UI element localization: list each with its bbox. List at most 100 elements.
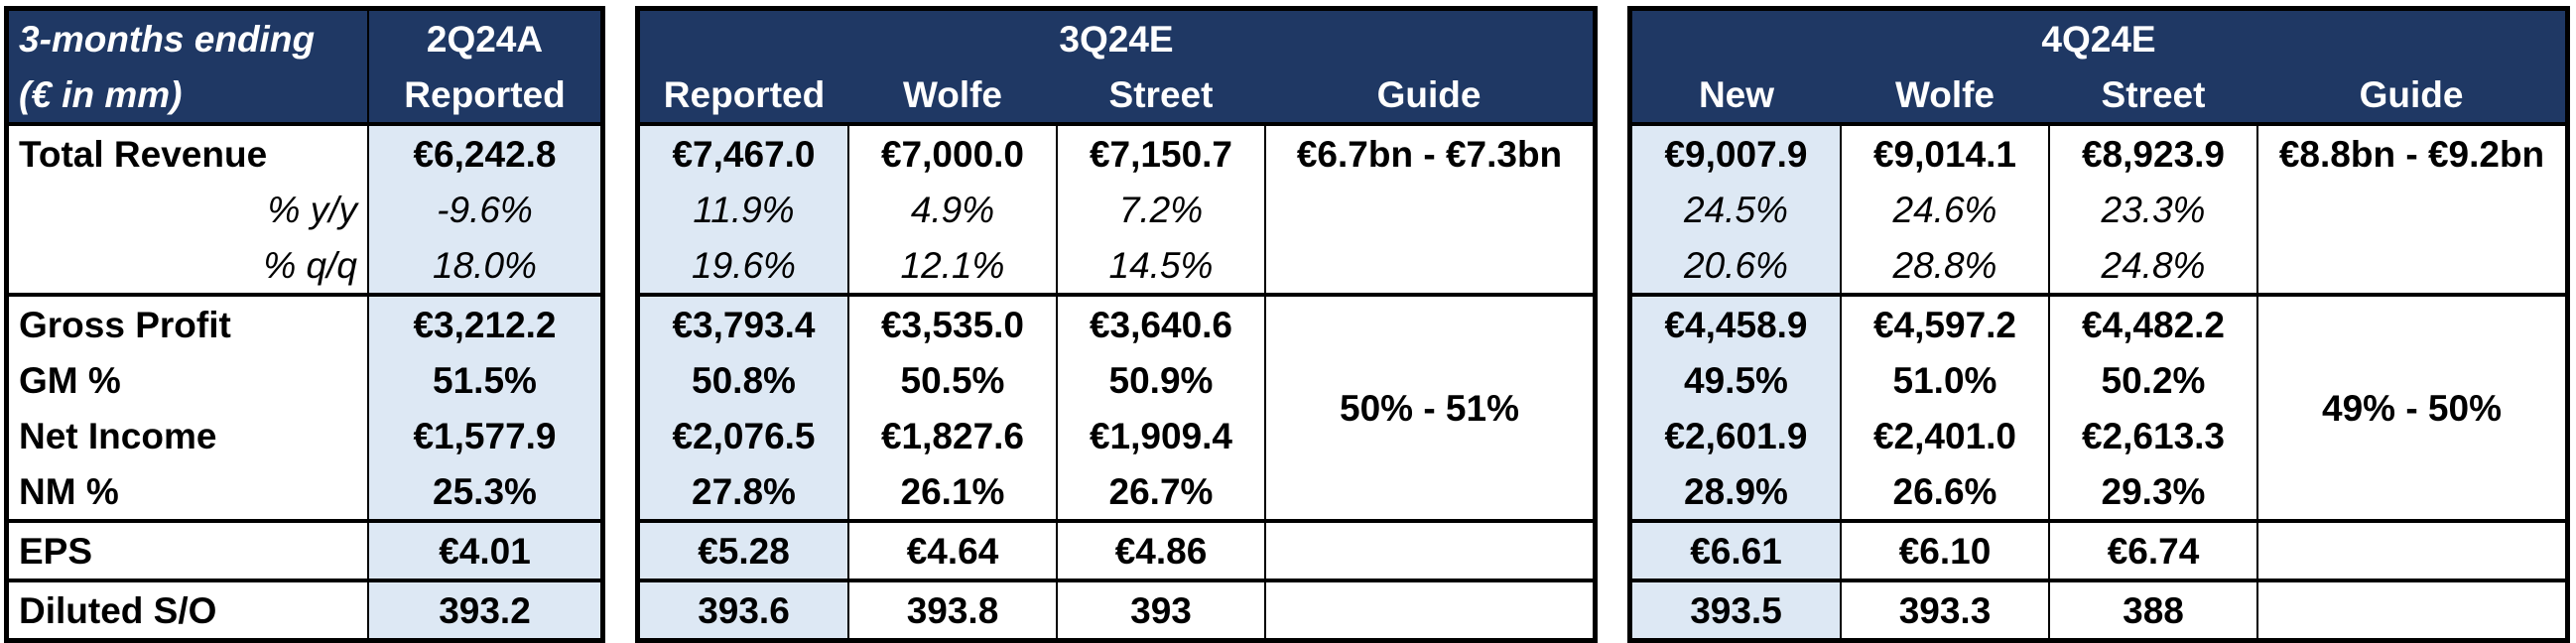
cell-value: 19.6% xyxy=(640,237,848,295)
cell-value: €1,577.9 xyxy=(367,408,600,463)
cell-value: 50.2% xyxy=(2048,352,2257,408)
table-row: €2,601.9 €2,401.0 €2,613.3 xyxy=(1632,408,2565,463)
cell-value: 50.9% xyxy=(1056,352,1265,408)
cell-value: 393.5 xyxy=(1632,579,1841,638)
table-row: €7,467.0 €7,000.0 €7,150.7 €6.7bn - €7.3… xyxy=(640,122,1593,182)
cell-value: 27.8% xyxy=(640,463,848,521)
cell-value: 388 xyxy=(2048,579,2257,638)
cell-value: 28.8% xyxy=(1840,237,2049,295)
table-row: 393.6 393.8 393 xyxy=(640,579,1593,638)
cell-value: 18.0% xyxy=(367,237,600,295)
cell-value: 11.9% xyxy=(640,182,848,237)
guide-margin: 50% - 51% xyxy=(1264,293,1593,521)
table-row: €3,793.4 €3,535.0 €3,640.6 50% - 51% xyxy=(640,293,1593,521)
cell-value: 25.3% xyxy=(367,463,600,521)
row-label: Net Income xyxy=(19,415,217,456)
col-header-wolfe: Wolfe xyxy=(848,66,1057,124)
guide-margin: 49% - 50% xyxy=(2256,293,2565,521)
table-row: 50.8% 50.5% 50.9% xyxy=(640,352,1593,408)
table-row: % y/y -9.6% xyxy=(9,182,600,237)
cell-value: 393.3 xyxy=(1840,579,2049,638)
guide-revenue: €6.7bn - €7.3bn xyxy=(1264,122,1593,182)
cell-value: €6.10 xyxy=(1840,519,2049,580)
cell-value: €4.86 xyxy=(1056,519,1265,580)
table-row: GM % 51.5% xyxy=(9,352,600,408)
period-header-2q24a: 2Q24A xyxy=(367,11,600,66)
cell-value: €1,909.4 xyxy=(1056,408,1265,463)
table-row: €4,458.9 €4,597.2 €4,482.2 49% - 50% xyxy=(1632,293,2565,521)
cell-value: 49.5% xyxy=(1632,352,1841,408)
cell-value: 26.6% xyxy=(1840,463,2049,521)
empty-cell xyxy=(2256,579,2565,638)
cell-value: 29.3% xyxy=(2048,463,2257,521)
empty-cell xyxy=(2256,237,2565,295)
cell-value: 50.5% xyxy=(847,352,1057,408)
cell-value: €3,212.2 xyxy=(367,293,600,352)
table-row: 27.8% 26.1% 26.7% xyxy=(640,463,1593,521)
cell-value: 26.7% xyxy=(1056,463,1265,521)
cell-value: €3,793.4 xyxy=(640,293,848,352)
table-row: €6.61 €6.10 €6.74 xyxy=(1632,519,2565,580)
table-row: 20.6% 28.8% 24.8% xyxy=(1632,237,2565,295)
table-row: Diluted S/O 393.2 xyxy=(9,579,600,638)
cell-value: €7,150.7 xyxy=(1056,122,1265,182)
cell-value: €9,014.1 xyxy=(1840,122,2049,182)
cell-value: 20.6% xyxy=(1632,237,1841,295)
cell-value: €9,007.9 xyxy=(1632,122,1841,182)
cell-value: €3,640.6 xyxy=(1056,293,1265,352)
cell-value: €2,613.3 xyxy=(2048,408,2257,463)
cell-value: 23.3% xyxy=(2048,182,2257,237)
col-header-street: Street xyxy=(2049,66,2257,124)
table-row: EPS €4.01 xyxy=(9,519,600,580)
cell-value: €6,242.8 xyxy=(367,122,600,182)
row-label: Total Revenue xyxy=(9,122,368,182)
table-row: €9,007.9 €9,014.1 €8,923.9 €8.8bn - €9.2… xyxy=(1632,122,2565,182)
cell-value: 50.8% xyxy=(640,352,848,408)
cell-value: 12.1% xyxy=(847,237,1057,295)
table-row: Total Revenue €6,242.8 xyxy=(9,122,600,182)
q3-table: 3Q24E Reported Wolfe Street Guide €7,467… xyxy=(635,6,1598,643)
table-row: 24.5% 24.6% 23.3% xyxy=(1632,182,2565,237)
row-label: NM % xyxy=(19,470,119,512)
empty-cell xyxy=(2256,519,2565,580)
cell-value: €6.61 xyxy=(1632,519,1841,580)
empty-cell xyxy=(1264,579,1593,638)
cell-value: €4,458.9 xyxy=(1632,293,1841,352)
cell-value: €2,601.9 xyxy=(1632,408,1841,463)
table-row: 393.5 393.3 388 xyxy=(1632,579,2565,638)
cell-value: 4.9% xyxy=(847,182,1057,237)
table-row: €2,076.5 €1,827.6 €1,909.4 xyxy=(640,408,1593,463)
cell-value: 51.0% xyxy=(1840,352,2049,408)
guide-revenue: €8.8bn - €9.2bn xyxy=(2256,122,2565,182)
title-line1: 3-months ending xyxy=(19,18,316,60)
row-label: GM % xyxy=(19,359,121,401)
table-row: Net Income €1,577.9 xyxy=(9,408,600,463)
period-header-4q24e: 4Q24E xyxy=(1632,11,2565,66)
table-row: NM % 25.3% xyxy=(9,463,600,521)
col-header-street: Street xyxy=(1057,66,1265,124)
col-header-guide: Guide xyxy=(1265,66,1593,124)
cell-value: €4,482.2 xyxy=(2048,293,2257,352)
table-row: Gross Profit €3,212.2 xyxy=(9,293,600,352)
table-row: % q/q 18.0% xyxy=(9,237,600,295)
cell-value: €2,076.5 xyxy=(640,408,848,463)
empty-cell xyxy=(1264,519,1593,580)
cell-value: 28.9% xyxy=(1632,463,1841,521)
cell-value: €4,597.2 xyxy=(1840,293,2049,352)
col-header-wolfe: Wolfe xyxy=(1841,66,2049,124)
row-label: EPS xyxy=(9,519,368,580)
title-line2: (€ in mm) xyxy=(19,73,183,115)
empty-cell xyxy=(2256,182,2565,237)
cell-value: 393.2 xyxy=(367,579,600,638)
cell-value: €2,401.0 xyxy=(1840,408,2049,463)
empty-cell xyxy=(1264,182,1593,237)
cell-value: 51.5% xyxy=(367,352,600,408)
cell-value: €1,827.6 xyxy=(847,408,1057,463)
cell-value: 24.6% xyxy=(1840,182,2049,237)
cell-value: €7,467.0 xyxy=(640,122,848,182)
cell-value: €4.01 xyxy=(367,519,600,580)
table-row: 28.9% 26.6% 29.3% xyxy=(1632,463,2565,521)
col-header-reported: Reported xyxy=(640,66,848,124)
period-header-3q24e: 3Q24E xyxy=(640,11,1593,66)
period-subheader-reported: Reported xyxy=(367,66,600,124)
